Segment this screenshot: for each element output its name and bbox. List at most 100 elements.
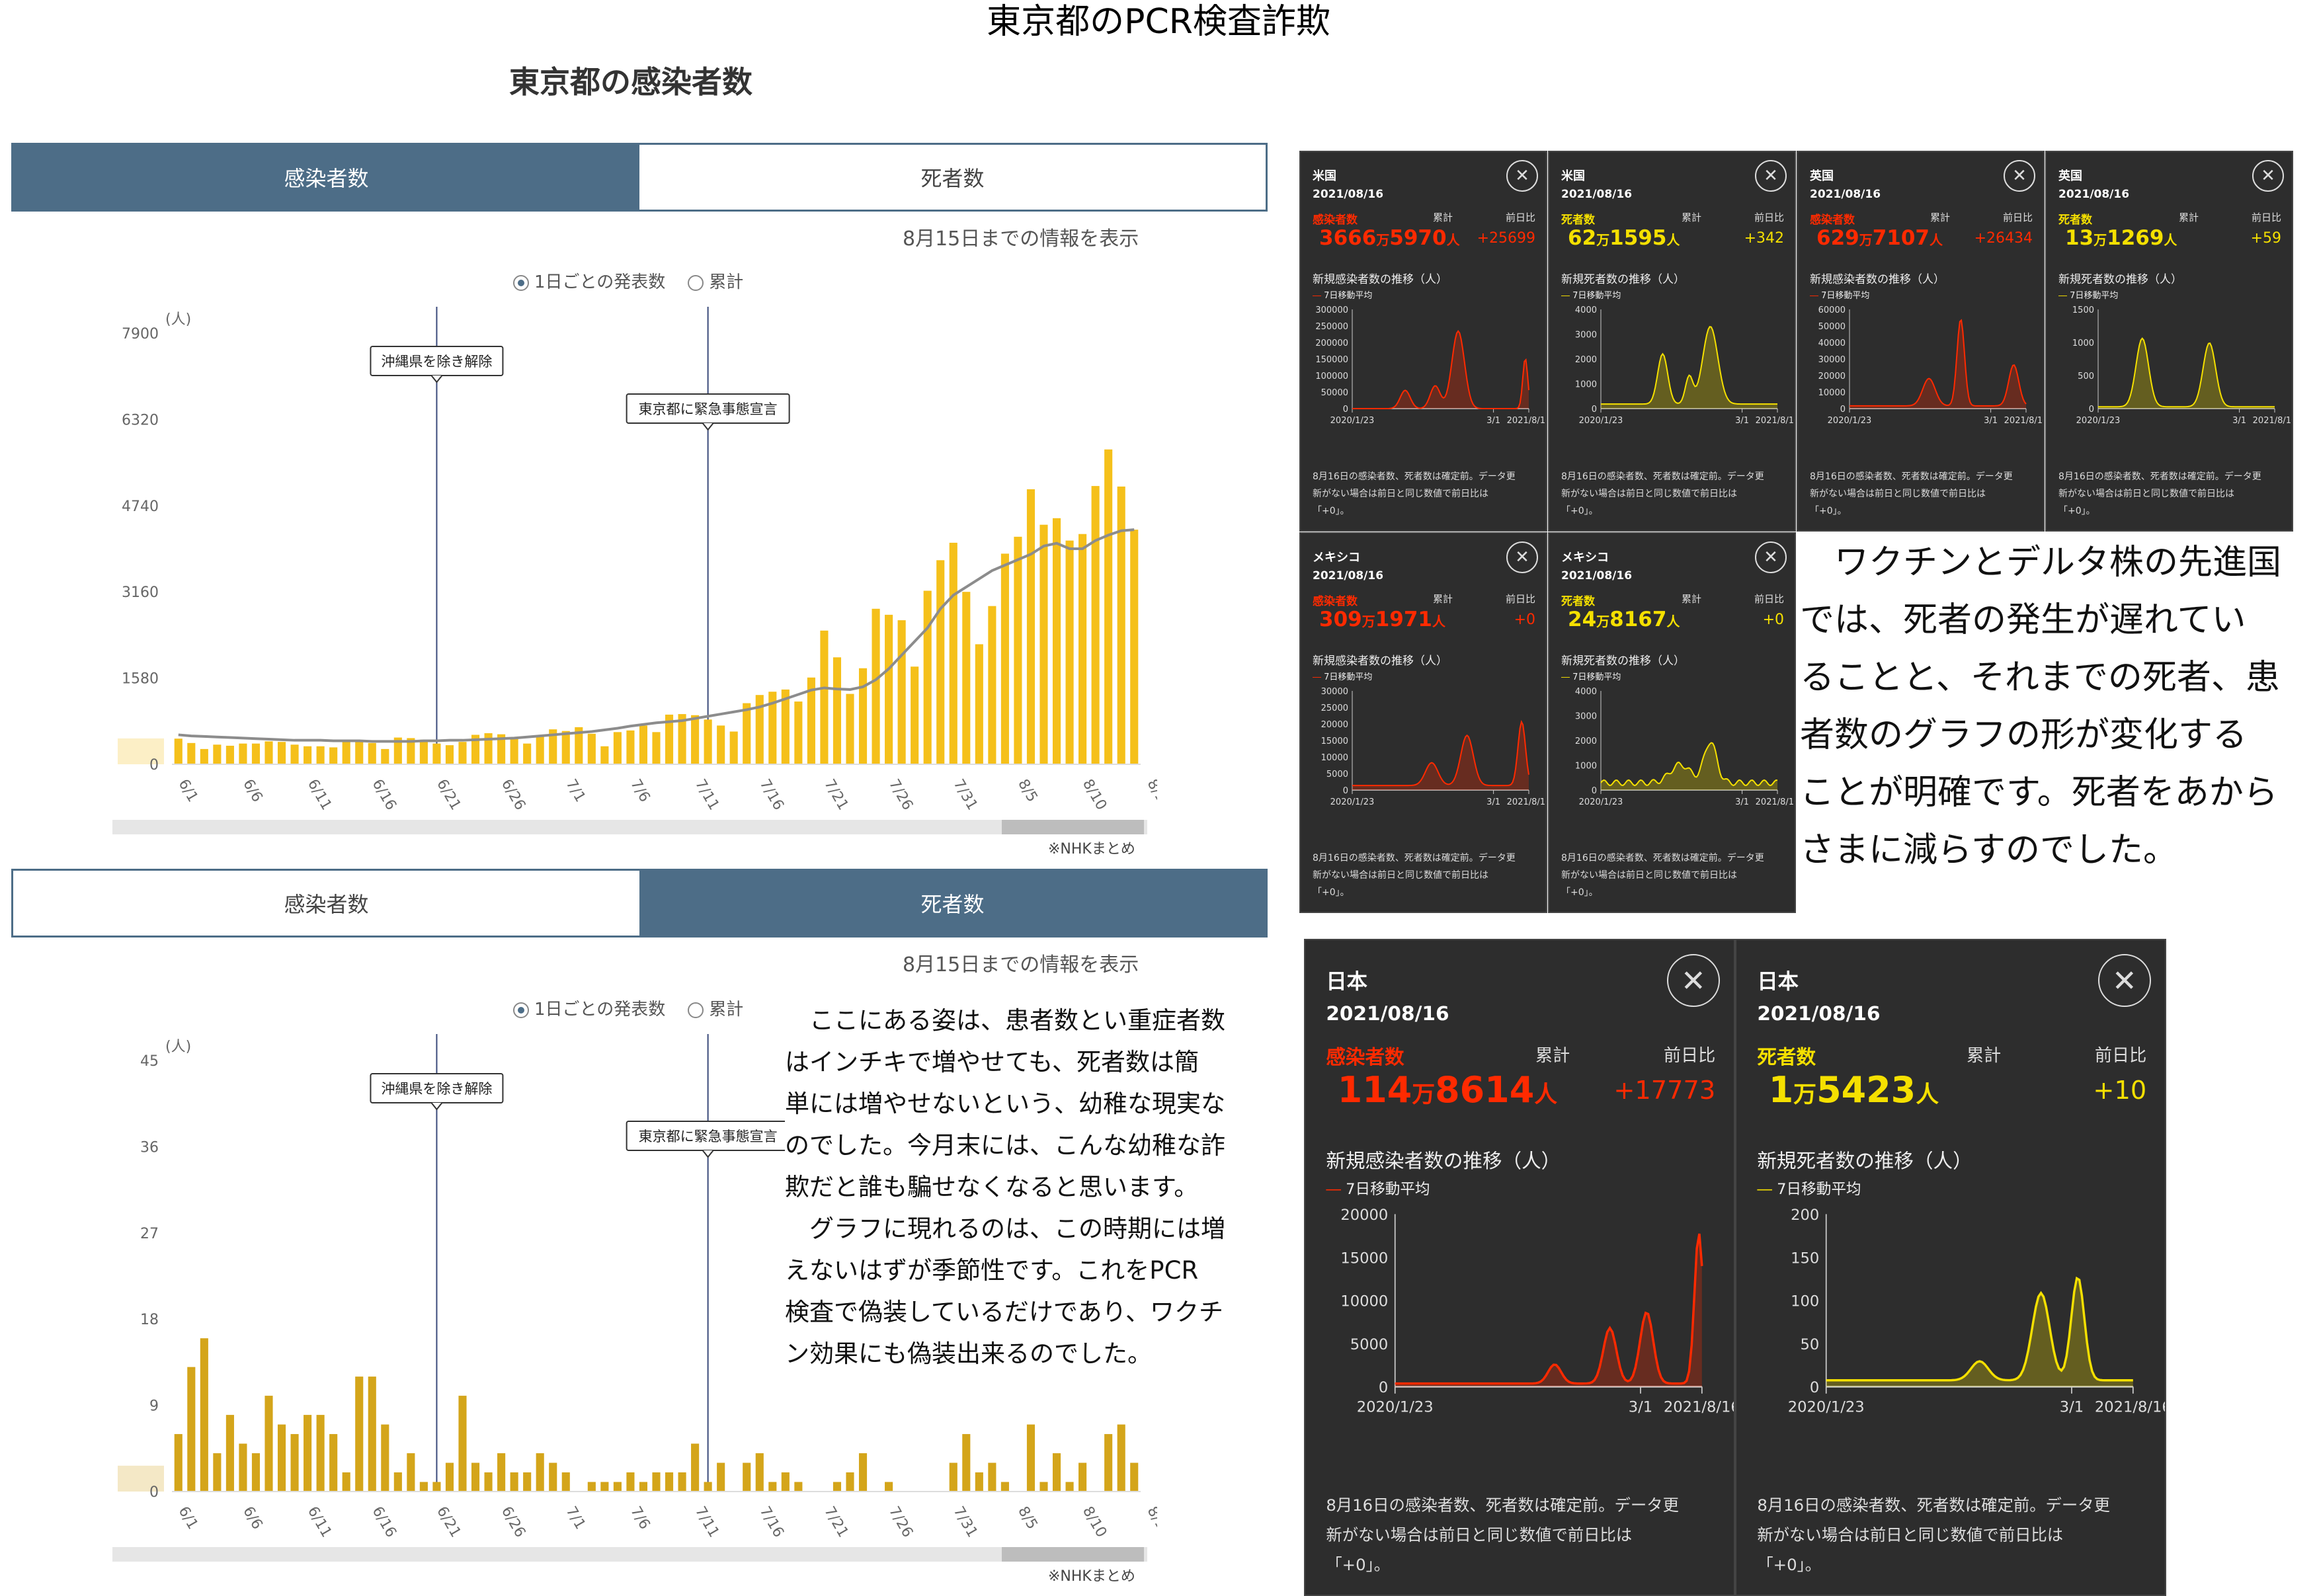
bar [613,732,622,764]
text-line: のでした。今月末には、こんな幼稚な詐 [785,1131,1225,1160]
close-icon[interactable]: ✕ [2097,953,2152,1008]
panel-diff-label: 前日比 [2002,212,2033,223]
x-tick-label: 2020/1/23 [1579,797,1623,807]
y-tick-label: 45 [140,1053,159,1070]
bar [471,1462,480,1492]
x-tick-label: 2020/1/23 [1357,1398,1434,1416]
note-line: 8月16日の感染者数、死者数は確定前。データ更 [2058,471,2261,482]
bar [600,746,609,764]
faded-edge [118,738,164,764]
total-suffix: 人 [1534,1081,1558,1108]
bar [1117,486,1125,764]
legend-swatch: ― [1561,672,1570,682]
panel-trend-title: 新規感染者数の推移（人） [1810,273,1945,286]
bar [471,735,480,764]
y-tick-label: 100 [1791,1293,1819,1310]
panel-legend: ― 7日移動平均 [1561,288,1621,301]
total-rest: 5970 [1389,226,1447,250]
panel-kind: 感染者数 [1313,214,1358,227]
radio-off-icon [688,274,704,291]
text-line: はインチキで増やせても、死者数は簡 [785,1048,1199,1076]
radio-daily[interactable]: 1日ごとの発表数 [513,996,665,1020]
radio-cumulative[interactable]: 累計 [688,268,743,293]
panel-country: メキシコ [1561,551,1609,565]
panel-date: 2021/08/16 [1561,569,1633,582]
bar [458,742,467,764]
bar [975,1472,983,1492]
x-tick-label: 6/1 [175,1504,201,1533]
panel-cum-label: 累計 [1682,212,1702,223]
x-tick-label: 6/6 [239,777,265,805]
tab-cases[interactable]: 感染者数 [13,871,639,936]
source-note: ※NHKまとめ [1048,841,1135,858]
annotation-pointer [702,1150,714,1158]
panel-legend: ― 7日移動平均 [2058,288,2118,301]
legend-swatch: ― [1810,291,1818,301]
bar [587,733,596,764]
bar [988,606,996,764]
radio-daily[interactable]: 1日ごとの発表数 [513,268,665,293]
panel-trend-title: 新規死者数の推移（人） [1561,273,1685,286]
panel-trend-title: 新規感染者数の推移（人） [1313,655,1447,668]
legend-label: 7日移動平均 [1572,291,1621,301]
close-icon[interactable]: ✕ [1666,953,1721,1008]
annotation-pointer [430,375,443,383]
moving-average-line [2098,337,2275,408]
x-tick-label: 3/1 [1486,797,1500,807]
bar [561,731,570,764]
radio-cumulative[interactable]: 累計 [688,996,743,1020]
note-line: 新がない場合は前日と同じ数値で前日比は [1561,870,1737,881]
close-icon[interactable]: ✕ [1755,541,1787,573]
panel-kind: 感染者数 [1326,1046,1404,1069]
bar [846,694,854,764]
bar [897,620,906,764]
panel-cum-label: 累計 [1433,212,1453,223]
moving-average-line [1826,1276,2133,1382]
text-line: グラフに現れるのは、この時期には増 [785,1215,1225,1243]
scrollbar-thumb [1002,820,1144,834]
bar [885,614,893,764]
panel-total: 114万8614人 [1338,1069,1557,1111]
y-tick-label: 50000 [1818,322,1846,332]
tab-cases[interactable]: 感染者数 [13,145,639,210]
bar [290,1434,299,1492]
bar [691,715,700,764]
bar [329,747,338,764]
close-icon[interactable]: ✕ [2004,160,2035,192]
text-line: 欺だと誰も騙せなくなると思います。 [785,1173,1199,1201]
legend-label: 7日移動平均 [1324,291,1373,301]
text-line: ここにある姿は、患者数とい重症者数 [785,1006,1225,1035]
panel-diff: +25699 [1477,230,1535,247]
bar [1039,1482,1048,1492]
y-tick-label: 0 [2089,405,2094,415]
panel-country: メキシコ [1313,551,1360,565]
close-icon[interactable]: ✕ [1755,160,1787,192]
total-main: 1 [1768,1068,1794,1111]
bar [304,1415,312,1492]
tab-deaths[interactable]: 死者数 [639,871,1266,936]
close-icon[interactable]: ✕ [2252,160,2284,192]
tab-deaths[interactable]: 死者数 [639,145,1266,210]
panel-note: 8月16日の感染者数、死者数は確定前。データ更 新がない場合は前日と同じ数値で前… [1313,850,1516,901]
total-suffix: 人 [1930,232,1943,248]
bar [523,1472,532,1492]
y-tick-label: 40000 [1818,339,1846,348]
bar [1026,1424,1036,1492]
bar [949,1462,957,1492]
x-tick-label: 8/15 [1144,1504,1157,1540]
note-line: 新がない場合は前日と同じ数値で前日比は [2058,489,2234,499]
close-icon[interactable]: ✕ [1506,541,1538,573]
text-line: 単には増やせないという、幼稚な現実な [785,1090,1225,1118]
panel-trend-title: 新規死者数の推移（人） [2058,273,2182,286]
note-line: 8月16日の感染者数、死者数は確定前。データ更 [1561,853,1764,863]
country-panel: 日本 ✕ 2021/08/16 感染者数 累計 前日比 114万8614人 +1… [1304,939,1735,1596]
close-icon[interactable]: ✕ [1506,160,1538,192]
x-tick-label: 2020/1/23 [1330,416,1375,426]
bar [239,743,247,764]
total-rest: 1595 [1609,226,1667,250]
text-line: えないはずが季節性です。これをPCR [785,1256,1199,1285]
bar [587,1482,596,1492]
panel-total: 1万5423人 [1769,1069,1939,1111]
